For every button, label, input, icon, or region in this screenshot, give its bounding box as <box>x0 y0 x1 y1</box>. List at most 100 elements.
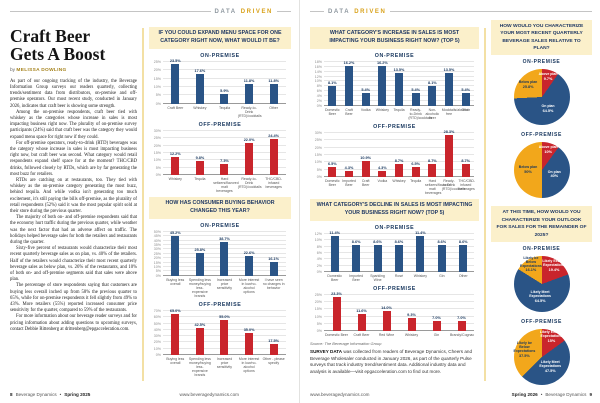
footer-brand: Beverage Dynamics <box>15 392 57 397</box>
bar <box>395 72 404 106</box>
bar <box>407 317 416 331</box>
bar-value-label: 7.3% <box>220 159 229 164</box>
y-axis-tick: 6% <box>316 250 322 255</box>
bar-value-label: 16.2% <box>343 61 355 66</box>
bars: 8.1% 16.2% 5.4% 16.2% 13.5% 5.4% 8.1% 13.5% 5.4% <box>324 61 474 106</box>
y-axis-tick: 45% <box>153 234 161 239</box>
x-axis-label: THC/CBD-infused beverages <box>458 178 476 191</box>
bar <box>269 261 278 276</box>
bar-value-label: 11.6% <box>356 309 367 314</box>
bar-plot: 0% 10% 20% 30% 40% 50% 60% 70% 65.0% 42.5% 55.0% 35… <box>154 309 286 357</box>
x-axis-label: Whiskey <box>392 178 406 183</box>
question-box-outlook: AT THIS TIME, HOW WOULD YOU CHARACTERIZE… <box>491 206 592 242</box>
bar-value-label: 14.0% <box>381 305 392 310</box>
bar-slot: 16.1% <box>261 232 286 276</box>
bars: 65.0% 42.5% 55.0% 35.0% 17.5% <box>163 309 286 355</box>
paragraph: As part of our ongoing tracking of the i… <box>10 78 137 109</box>
left-page-content: Craft Beer Gets A Boost by MELISSA DOWLI… <box>10 16 291 389</box>
bar-slot: 5.4% <box>457 62 474 106</box>
gridline <box>324 329 474 331</box>
bar-plot: 0% 2% 4% 6% 8% 10% 12% 11.4% 8.6% 8.6% 8.6% 11.4% 8.… <box>315 231 474 274</box>
bar <box>382 310 391 331</box>
x-axis-label: Rosé <box>394 273 404 278</box>
y-axis-tick: 0% <box>316 328 322 333</box>
source-line: Source: The Beverage Information Group <box>310 340 382 346</box>
bar-value-label: 4.3% <box>344 165 354 170</box>
gridline <box>163 151 286 153</box>
pie-slice-label: Below plan 25.8% <box>515 79 541 89</box>
y-axis-tick: 15% <box>314 152 322 157</box>
header-word-driven: DRIVEN <box>354 8 387 15</box>
premise-label: ON-PREMISE <box>374 52 415 59</box>
page-right: DATA DRIVEN WHAT CATEGORY'S INCREASE IN … <box>300 0 600 403</box>
footer-issue: Spring 2025 <box>64 392 91 397</box>
x-axis-label: Brandy/Cognac <box>450 332 475 337</box>
bar-value-label: 28.3% <box>443 130 455 135</box>
pie-slice-label: Likely be Below Expectations 16.1% <box>518 256 544 273</box>
bar-value-label: 22.0% <box>243 137 255 142</box>
bar-value-label: 8.7% <box>428 159 437 164</box>
bar-value-label: 17.5% <box>268 338 280 343</box>
y-axis-tick: 0% <box>155 101 161 106</box>
bar <box>345 66 353 106</box>
x-axis-labels: Domestic Beer Craft Beer Red Wine Whiskey Gi… <box>324 333 474 337</box>
bar <box>328 167 337 177</box>
chart-increase-off-premise: 0% 5% 10% 15% 20% 25% 30% 6.5% 4.3% 10.9% 4.3% 8.7%… <box>310 130 477 195</box>
bar-slot: 6.5% <box>324 133 341 177</box>
x-axis-label: Ready-to-Drink (RTD)/cocktails <box>408 107 433 120</box>
gridline <box>163 235 286 237</box>
gridline <box>163 144 286 146</box>
y-axis-tick: 0% <box>155 352 161 357</box>
x-axis-label: Red Wine <box>378 332 395 337</box>
bar-plot: 0% 5% 10% 15% 20% 25% 23.5% 17.6% 5.9% 11.8% 11.8% <box>154 59 286 106</box>
byline: by MELISSA DOWLING <box>10 68 137 73</box>
x-axis-label: Hard seltzers/flavored malt beverages <box>425 178 451 195</box>
paragraph: The majority of both on- and off-premise… <box>10 215 137 245</box>
header-word-data: DATA <box>214 8 237 15</box>
bar-value-label: 35.0% <box>243 327 255 332</box>
x-axis-label: Gin <box>433 332 440 337</box>
bar-slot: 5.4% <box>407 62 424 106</box>
bar-slot: 11.8% <box>237 62 262 104</box>
header-rule <box>277 11 291 12</box>
bar-slot: 8.6% <box>431 234 452 272</box>
y-axis-tick: 25% <box>314 138 322 143</box>
gridline <box>163 309 286 311</box>
bar-slot: 8.6% <box>388 234 409 272</box>
bar <box>220 164 229 175</box>
pie-slice-label: Likely be Below Expectations 37.5% <box>511 341 537 358</box>
bar-value-label: 5.4% <box>461 87 471 92</box>
bar-value-label: 12.2% <box>169 152 181 157</box>
pie-slice-name: Below plan <box>518 79 538 84</box>
bar-slot: 55.0% <box>212 311 237 355</box>
bar-slot: 9.8% <box>188 131 213 175</box>
bar-value-label: 8.1% <box>328 81 337 86</box>
x-axis-label: Vodka <box>360 107 371 112</box>
pie-slice-value: 40% <box>550 174 559 179</box>
x-axis-labels: Domestic Beer Imported Beer Craft Beer Vodk… <box>324 178 476 195</box>
gridline <box>324 308 474 310</box>
bar-value-label: 13.5% <box>393 67 405 72</box>
y-axis-tick: 20% <box>314 300 322 305</box>
bar-slot: 8.7% <box>424 133 441 177</box>
gridline <box>163 129 286 131</box>
bar-slot: 5.4% <box>357 62 374 106</box>
bar-slot: 8.7% <box>457 133 474 177</box>
right-page-footer: www.beveragedynamics.com Spring 2026 • B… <box>310 389 592 400</box>
pie-slice-name: Above plan <box>538 144 558 149</box>
bar-slot: 7.3% <box>212 131 237 175</box>
y-axis-tick: 15% <box>153 260 161 265</box>
survey-note: SURVEY DATA was collected from readers o… <box>310 349 479 376</box>
gridline <box>163 316 286 318</box>
article-title-line1: Craft Beer <box>10 26 91 46</box>
footer-separator: • <box>540 392 543 397</box>
x-axis-label: Increased price sensitivity <box>216 356 233 369</box>
bar-value-label: 8.7% <box>461 159 471 164</box>
y-axis-tick: 35% <box>153 243 161 248</box>
bar-value-label: 7.0% <box>457 315 466 320</box>
bar-slot: 28.3% <box>441 130 458 177</box>
bar-slot: 5.9% <box>212 62 237 104</box>
y-axis-tick: 2% <box>316 263 322 268</box>
y-axis-tick: 50% <box>153 321 161 326</box>
y-axis-tick: 15% <box>314 307 322 312</box>
